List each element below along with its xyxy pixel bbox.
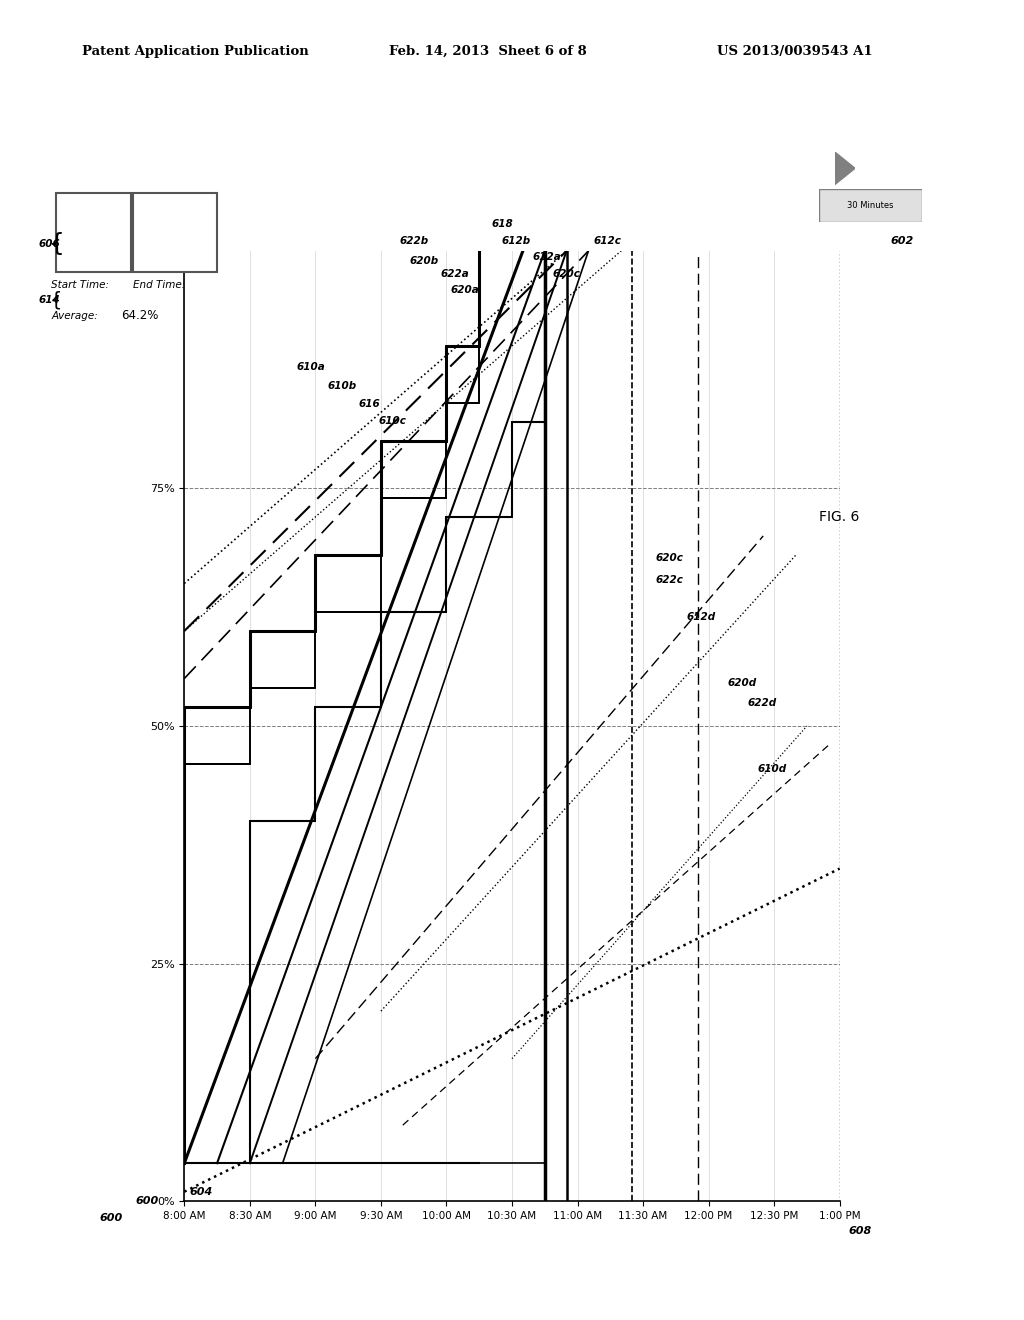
Text: 612a: 612a [532, 252, 561, 263]
Text: 610b: 610b [328, 381, 356, 392]
Text: 620d: 620d [727, 678, 756, 689]
Text: 602: 602 [891, 236, 914, 247]
Text: 1:00 PM: 1:00 PM [152, 226, 199, 239]
Text: 620a: 620a [451, 285, 479, 296]
Text: US 2013/0039543 A1: US 2013/0039543 A1 [717, 45, 872, 58]
Text: FIG. 6: FIG. 6 [819, 511, 860, 524]
Polygon shape [835, 152, 855, 185]
Text: Feb. 14, 2013  Sheet 6 of 8: Feb. 14, 2013 Sheet 6 of 8 [389, 45, 587, 58]
Text: 608: 608 [849, 1226, 871, 1237]
Text: 64.2%: 64.2% [121, 309, 158, 322]
Text: 8:00 AM: 8:00 AM [70, 226, 118, 239]
Text: 600: 600 [99, 1213, 123, 1224]
Text: Start Time:: Start Time: [51, 280, 110, 290]
Text: 614: 614 [39, 294, 60, 305]
Text: Average:: Average: [51, 312, 98, 322]
Text: {: { [49, 290, 61, 309]
Bar [133, 193, 217, 272]
Text: 604: 604 [189, 1187, 213, 1197]
Text: End Time:: End Time: [133, 280, 185, 290]
Text: 30 Minutes: 30 Minutes [847, 201, 894, 210]
Text: 616: 616 [358, 399, 380, 409]
Text: Patent Application Publication: Patent Application Publication [82, 45, 308, 58]
Text: 612d: 612d [686, 612, 715, 623]
Text: {: { [49, 232, 66, 256]
Text: 618: 618 [492, 219, 513, 230]
Text: 612b: 612b [502, 236, 530, 247]
Text: 620b: 620b [410, 256, 438, 267]
Text: 600: 600 [135, 1196, 159, 1206]
Text: 622b: 622b [399, 236, 428, 247]
Text: 610a: 610a [297, 362, 326, 372]
Text: 610d: 610d [758, 764, 786, 775]
Text: 620c: 620c [655, 553, 683, 564]
Text: 622d: 622d [748, 698, 776, 709]
Text: 606: 606 [39, 239, 60, 249]
Text: 622c: 622c [655, 576, 683, 586]
Text: 610c: 610c [379, 416, 407, 426]
Bar [56, 193, 131, 272]
Text: 620c: 620c [553, 269, 581, 280]
Text: 612c: 612c [594, 236, 622, 247]
Text: 622a: 622a [440, 269, 469, 280]
